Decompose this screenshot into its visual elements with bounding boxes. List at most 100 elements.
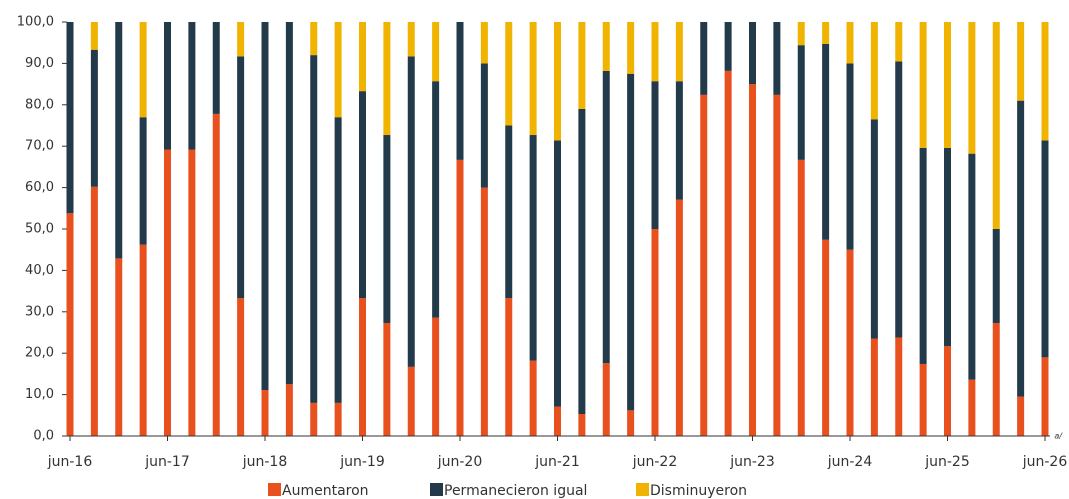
bar-segment — [66, 213, 74, 436]
bar-segment — [212, 113, 220, 437]
bar-segment — [578, 108, 586, 415]
bar-segment — [480, 22, 488, 64]
bar-segment — [968, 22, 976, 154]
bar-segment — [846, 249, 854, 436]
bar-segment — [797, 22, 805, 46]
bar-segment — [285, 384, 293, 436]
bar-segment — [310, 22, 318, 56]
bar-segment — [66, 22, 74, 214]
y-tick-label: 40,0 — [25, 263, 54, 278]
bar-segment — [359, 91, 366, 299]
bar-segment — [968, 379, 976, 436]
bar-segment — [822, 239, 830, 436]
bar-segment — [700, 22, 708, 95]
bar-segment — [407, 366, 415, 436]
bar-segment — [359, 22, 366, 92]
bar-segment — [529, 135, 537, 361]
bar-segment — [651, 22, 659, 82]
bar-segment — [115, 258, 123, 436]
bar-segment — [334, 117, 342, 403]
bar-segment — [164, 22, 171, 150]
bar-segment — [797, 159, 805, 436]
bar-segment — [505, 125, 513, 299]
bar-segment — [237, 56, 245, 299]
bar-segment — [90, 186, 98, 436]
bar-segment — [407, 22, 415, 57]
bar-segment — [1041, 357, 1049, 436]
legend-swatch — [636, 483, 649, 496]
y-tick-label: 30,0 — [25, 304, 54, 319]
bar-segment — [432, 81, 440, 318]
bar-segment — [749, 22, 756, 85]
legend-label: Aumentaron — [282, 483, 369, 499]
x-tick-label: jun-22 — [632, 454, 678, 470]
bar-segment — [1017, 22, 1025, 101]
bar-segment — [529, 360, 537, 436]
y-tick-label: 10,0 — [25, 387, 54, 402]
bar-segment — [944, 346, 951, 436]
bar-segment — [749, 84, 756, 436]
bar-segment — [90, 22, 98, 50]
bar-segment — [554, 406, 561, 436]
bar-segment — [895, 22, 903, 62]
bar-segment — [919, 147, 927, 364]
bar-segment — [139, 117, 147, 245]
legend-swatch — [268, 483, 281, 496]
legend-swatch — [430, 483, 443, 496]
bar-segment — [237, 298, 245, 436]
bar-segment — [870, 119, 878, 339]
x-tick-label: jun-19 — [339, 454, 385, 470]
bar-segment — [310, 402, 318, 436]
bar-segment — [846, 22, 854, 64]
bar-segment — [919, 363, 927, 436]
bar-segment — [651, 229, 659, 436]
x-tick-label: jun-23 — [729, 454, 775, 470]
bar-segment — [456, 22, 464, 160]
bar-segment — [261, 22, 269, 391]
bar-segment — [1017, 100, 1025, 397]
bar-segment — [724, 22, 732, 71]
bar-segment — [554, 22, 561, 141]
bar-segment — [188, 22, 196, 150]
bar-segment — [359, 298, 366, 436]
bar-segment — [432, 317, 440, 436]
legend-label: Permanecieron igual — [444, 483, 587, 499]
bar-segment — [627, 410, 635, 436]
bar-segment — [992, 22, 1000, 229]
bar-segment — [944, 147, 951, 347]
bar-segment — [797, 45, 805, 160]
bar-segment — [968, 153, 976, 380]
y-tick-label: 50,0 — [25, 222, 54, 237]
bar-segment — [529, 22, 537, 136]
bar-segment — [554, 140, 561, 407]
bar-segment — [212, 22, 220, 114]
bar-segment — [944, 22, 951, 148]
bar-segment — [139, 22, 147, 118]
bar-segment — [407, 56, 415, 367]
bar-segment — [383, 322, 391, 436]
x-tick-label: jun-20 — [437, 454, 483, 470]
legend-label: Disminuyeron — [650, 483, 747, 499]
bar-segment — [1041, 140, 1049, 358]
x-tick-label: jun-26 — [1022, 454, 1068, 470]
x-tick-label: jun-18 — [242, 454, 288, 470]
bar-segment — [602, 70, 610, 364]
bar-segment — [578, 414, 586, 436]
bar-segment — [1041, 22, 1049, 141]
bar-segment — [724, 70, 732, 437]
bar-segment — [480, 63, 488, 188]
y-tick-label: 0,0 — [33, 429, 54, 444]
bar-segment — [237, 22, 245, 57]
y-tick-label: 60,0 — [25, 180, 54, 195]
x-tick-label: jun-21 — [534, 454, 580, 470]
bar-segment — [675, 22, 683, 82]
bar-segment — [164, 149, 171, 436]
bar-segment — [334, 22, 342, 118]
bar-segment — [651, 81, 659, 230]
bar-segment — [310, 55, 318, 403]
bar-segment — [992, 322, 1000, 436]
bar-segment — [627, 22, 635, 74]
y-tick-label: 90,0 — [25, 56, 54, 71]
y-tick-label: 80,0 — [25, 97, 54, 112]
